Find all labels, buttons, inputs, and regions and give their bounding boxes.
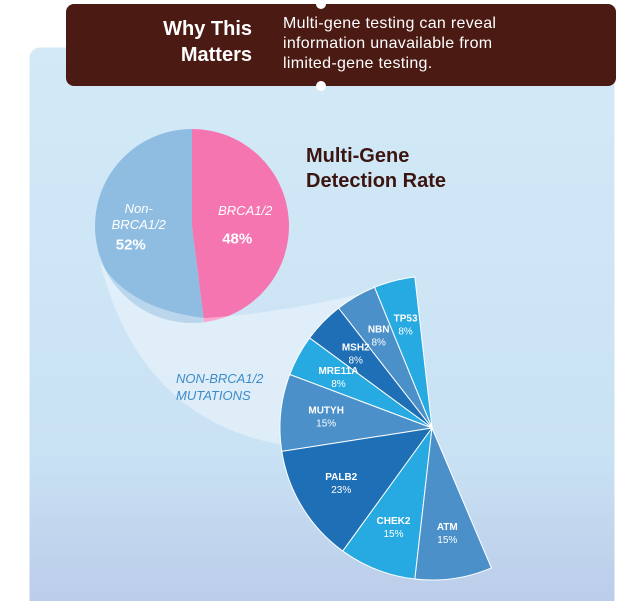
slice-label: NBN xyxy=(368,325,390,336)
value-label: 15% xyxy=(316,419,336,430)
header-text: Multi-gene testing can reveal informatio… xyxy=(283,15,497,72)
chart-title: Multi-Gene Detection Rate xyxy=(306,145,447,192)
value-label: 23% xyxy=(331,485,351,496)
value-label: 8% xyxy=(371,338,386,349)
value-label: 15% xyxy=(437,535,457,546)
slice-label: CHEK2 xyxy=(377,516,411,527)
slice xyxy=(414,426,493,581)
header-title: Why This Matters xyxy=(163,18,252,66)
value-label: 8% xyxy=(398,327,413,338)
slice xyxy=(192,129,290,323)
slice-label: PALB2 xyxy=(325,472,357,483)
slice-label: ATM xyxy=(437,522,458,533)
dot xyxy=(316,0,326,9)
chart-title: NON-BRCA1/2 MUTATIONS xyxy=(176,371,264,403)
slice-label: TP53 xyxy=(394,314,418,325)
slice-label: Non-BRCA1/2 xyxy=(111,201,166,233)
fan: TP538%NBN8%MSH28%MRE11A8%MUTYH15%PALB223… xyxy=(279,276,493,581)
slice-label: BRCA1/2 xyxy=(218,202,273,218)
slice xyxy=(281,427,434,552)
slice xyxy=(95,129,205,323)
slice-label: MUTYH xyxy=(308,406,344,417)
value-label: 48% xyxy=(222,230,253,248)
header-box xyxy=(66,4,616,86)
slice-label: MRE11A xyxy=(318,366,358,377)
value-label: 52% xyxy=(115,236,146,254)
value-label: 8% xyxy=(348,355,363,366)
dot xyxy=(316,81,326,91)
pie xyxy=(95,129,290,323)
value-label: 8% xyxy=(331,379,346,390)
slice-label: MSH2 xyxy=(342,342,370,353)
value-label: 15% xyxy=(383,529,403,540)
